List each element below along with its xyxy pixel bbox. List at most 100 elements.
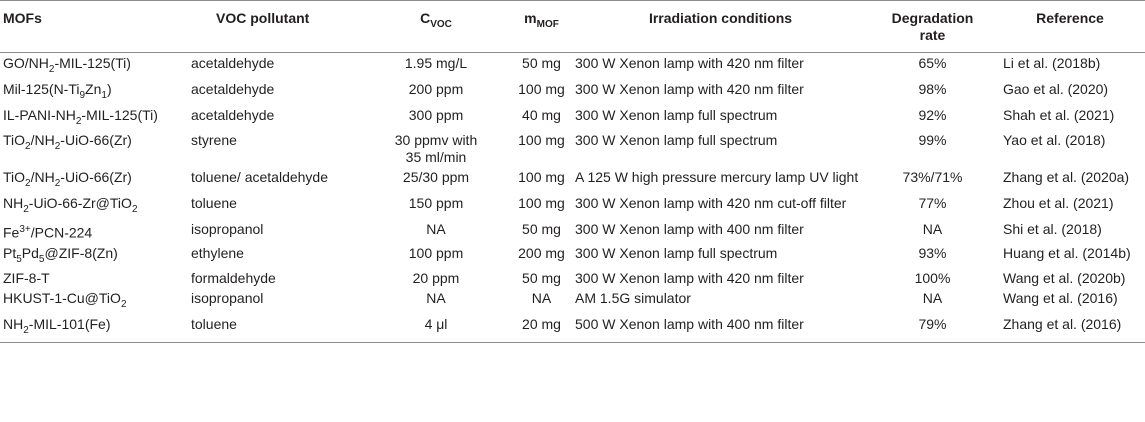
cell-degradation-rate: 99%: [918, 132, 947, 149]
table-header: MOFs VOC pollutant CVOC mMOF Irradiation…: [0, 0, 1145, 53]
mof-subscript: 2: [25, 178, 31, 190]
cell-m-mof: 200 mg: [518, 244, 565, 261]
table-row: TiO2/NH2-UiO-66(Zr) styrene 30 ppmv with 3…: [0, 130, 1145, 167]
cell-irradiation: 300 W Xenon lamp with 420 nm filter: [575, 270, 804, 287]
mof-subscript: 9: [79, 89, 86, 101]
cell-mof: TiO2/NH2-UiO-66(Zr): [0, 167, 187, 193]
mof-text: Fe: [3, 224, 20, 241]
cell-irradiation: 300 W Xenon lamp full spectrum: [575, 244, 778, 261]
mof-superscript: 3+: [19, 223, 31, 235]
mof-text: -UiO-66(Zr): [60, 132, 132, 149]
cell-c-voc: 20 ppm: [412, 270, 460, 287]
cell-reference: Wang et al. (2020b): [1003, 270, 1126, 287]
header-irradiation: Irradiation conditions: [571, 0, 870, 53]
cell-mof: TiO2/NH2-UiO-66(Zr): [0, 130, 187, 167]
mof-subscript: 2: [120, 299, 127, 311]
table-row: NH2-UiO-66-Zr@TiO2 toluene 150 ppm 100 mg 30…: [0, 193, 1145, 219]
mof-text: /NH: [30, 132, 55, 149]
table-row: Fe3+/PCN-224 isopropanol NA 50 mg 300 W Xeno…: [0, 219, 1145, 243]
mof-text: ): [106, 80, 112, 97]
cell-irradiation: A 125 W high pressure mercury lamp UV li…: [575, 169, 859, 186]
cell-reference: Wang et al. (2016): [1003, 290, 1118, 307]
mof-text: Mil-125(N-Ti: [3, 80, 80, 97]
mof-text: @ZIF-8(Zn): [44, 244, 118, 261]
mof-text: -UiO-66-Zr@TiO: [28, 195, 132, 212]
cell-voc-pollutant: toluene/ acetaldehyde: [191, 169, 328, 186]
cell-voc-pollutant: isopropanol: [191, 220, 264, 237]
cell-c-voc: NA: [426, 220, 446, 237]
cell-reference: Zhang et al. (2020a): [1003, 169, 1130, 186]
cell-degradation-rate: 73%/71%: [902, 169, 963, 186]
table-body: GO/NH2-MIL-125(Ti) acetaldehyde 1.95 mg/L 5…: [0, 53, 1145, 344]
header-voc-pollutant: VOC pollutant: [187, 0, 360, 53]
cell-mof: Fe3+/PCN-224: [0, 219, 187, 243]
header-m-mof-main: m: [524, 10, 537, 26]
cell-irradiation: 300 W Xenon lamp with 400 nm filter: [575, 220, 804, 237]
mof-text: NH: [3, 316, 24, 333]
cell-irradiation: 300 W Xenon lamp full spectrum: [575, 106, 778, 123]
mof-subscript: 2: [48, 63, 55, 75]
cell-m-mof: 100 mg: [518, 195, 565, 212]
mof-subscript: 2: [23, 203, 29, 215]
cell-voc-pollutant: acetaldehyde: [191, 55, 275, 71]
mof-text: ZIF-8-T: [3, 270, 50, 287]
cell-c-voc: 200 ppm: [408, 80, 464, 97]
cell-m-mof: 100 mg: [518, 80, 565, 97]
cell-degradation-rate: 98%: [918, 80, 947, 97]
mof-text: TiO: [3, 132, 26, 149]
cell-c-voc: NA: [426, 290, 446, 307]
cell-reference: Zhang et al. (2016): [995, 314, 1145, 344]
header-m-mof-sub: MOF: [536, 18, 559, 30]
cell-voc-pollutant: formaldehyde: [191, 270, 276, 287]
cell-m-mof: 50 mg: [522, 270, 561, 287]
cell-voc-pollutant: isopropanol: [191, 290, 264, 307]
cell-irradiation: AM 1.5G simulator: [575, 290, 691, 307]
mof-text: Pt: [3, 244, 17, 261]
cell-irradiation: 300 W Xenon lamp with 420 nm filter: [575, 80, 804, 97]
mof-text: -MIL-125(Ti): [54, 55, 131, 71]
header-row: MOFs VOC pollutant CVOC mMOF Irradiation…: [0, 0, 1145, 53]
cell-m-mof: 50 mg: [522, 220, 561, 237]
header-mofs: MOFs: [0, 0, 187, 53]
cell-degradation-rate: 79%: [870, 314, 995, 344]
cell-degradation-rate: 77%: [918, 195, 947, 212]
mof-subscript: 2: [75, 115, 82, 127]
cell-mof: ZIF-8-T: [0, 268, 187, 288]
cell-c-voc: 150 ppm: [408, 195, 464, 212]
cell-degradation-rate: NA: [922, 290, 943, 307]
cell-irradiation: 300 W Xenon lamp with 420 nm filter: [575, 55, 804, 71]
cell-reference: Gao et al. (2020): [1003, 80, 1109, 97]
cell-reference: Shah et al. (2021): [1003, 106, 1115, 123]
cell-mof: Mil-125(N-Ti9Zn1): [0, 79, 187, 105]
header-c-voc: CVOC: [360, 0, 512, 53]
mof-subscript: 2: [25, 141, 31, 153]
header-c-voc-main: C: [420, 10, 431, 26]
mof-subscript: 2: [54, 141, 61, 153]
cell-degradation-rate: NA: [922, 220, 943, 237]
table-row: Pt5Pd5@ZIF-8(Zn) ethylene 100 ppm 200 mg 300…: [0, 243, 1145, 269]
mof-text: Zn: [85, 80, 102, 97]
cell-mof: NH2-UiO-66-Zr@TiO2: [0, 193, 187, 219]
cell-mof: GO/NH2-MIL-125(Ti): [0, 53, 187, 79]
cell-reference: Shi et al. (2018): [1003, 220, 1102, 237]
mof-subscript: 2: [23, 325, 29, 337]
mof-text: /PCN-224: [30, 224, 93, 241]
cell-m-mof: 50 mg: [522, 55, 561, 71]
cell-reference: Zhou et al. (2021): [1003, 195, 1114, 212]
mof-text: -MIL-125(Ti): [81, 106, 158, 123]
mof-text: GO/NH: [3, 55, 49, 71]
cell-c-voc: 300 ppm: [408, 106, 464, 123]
cell-c-voc: 25/30 ppm: [402, 169, 470, 186]
header-reference: Reference: [995, 0, 1145, 53]
cell-irradiation: 300 W Xenon lamp full spectrum: [575, 132, 778, 149]
cell-m-mof: 20 mg: [512, 314, 571, 344]
header-degradation: Degradation rate: [870, 0, 995, 53]
cell-degradation-rate: 93%: [918, 244, 947, 261]
cell-voc-pollutant: acetaldehyde: [191, 80, 275, 97]
cell-m-mof: 40 mg: [522, 106, 561, 123]
cell-voc-pollutant: styrene: [191, 132, 237, 149]
table-row: HKUST-1-Cu@TiO2 isopropanol NA NA AM 1.5G si…: [0, 288, 1145, 314]
cell-m-mof: 100 mg: [518, 132, 565, 149]
table-row: Mil-125(N-Ti9Zn1) acetaldehyde 200 ppm 100 …: [0, 79, 1145, 105]
